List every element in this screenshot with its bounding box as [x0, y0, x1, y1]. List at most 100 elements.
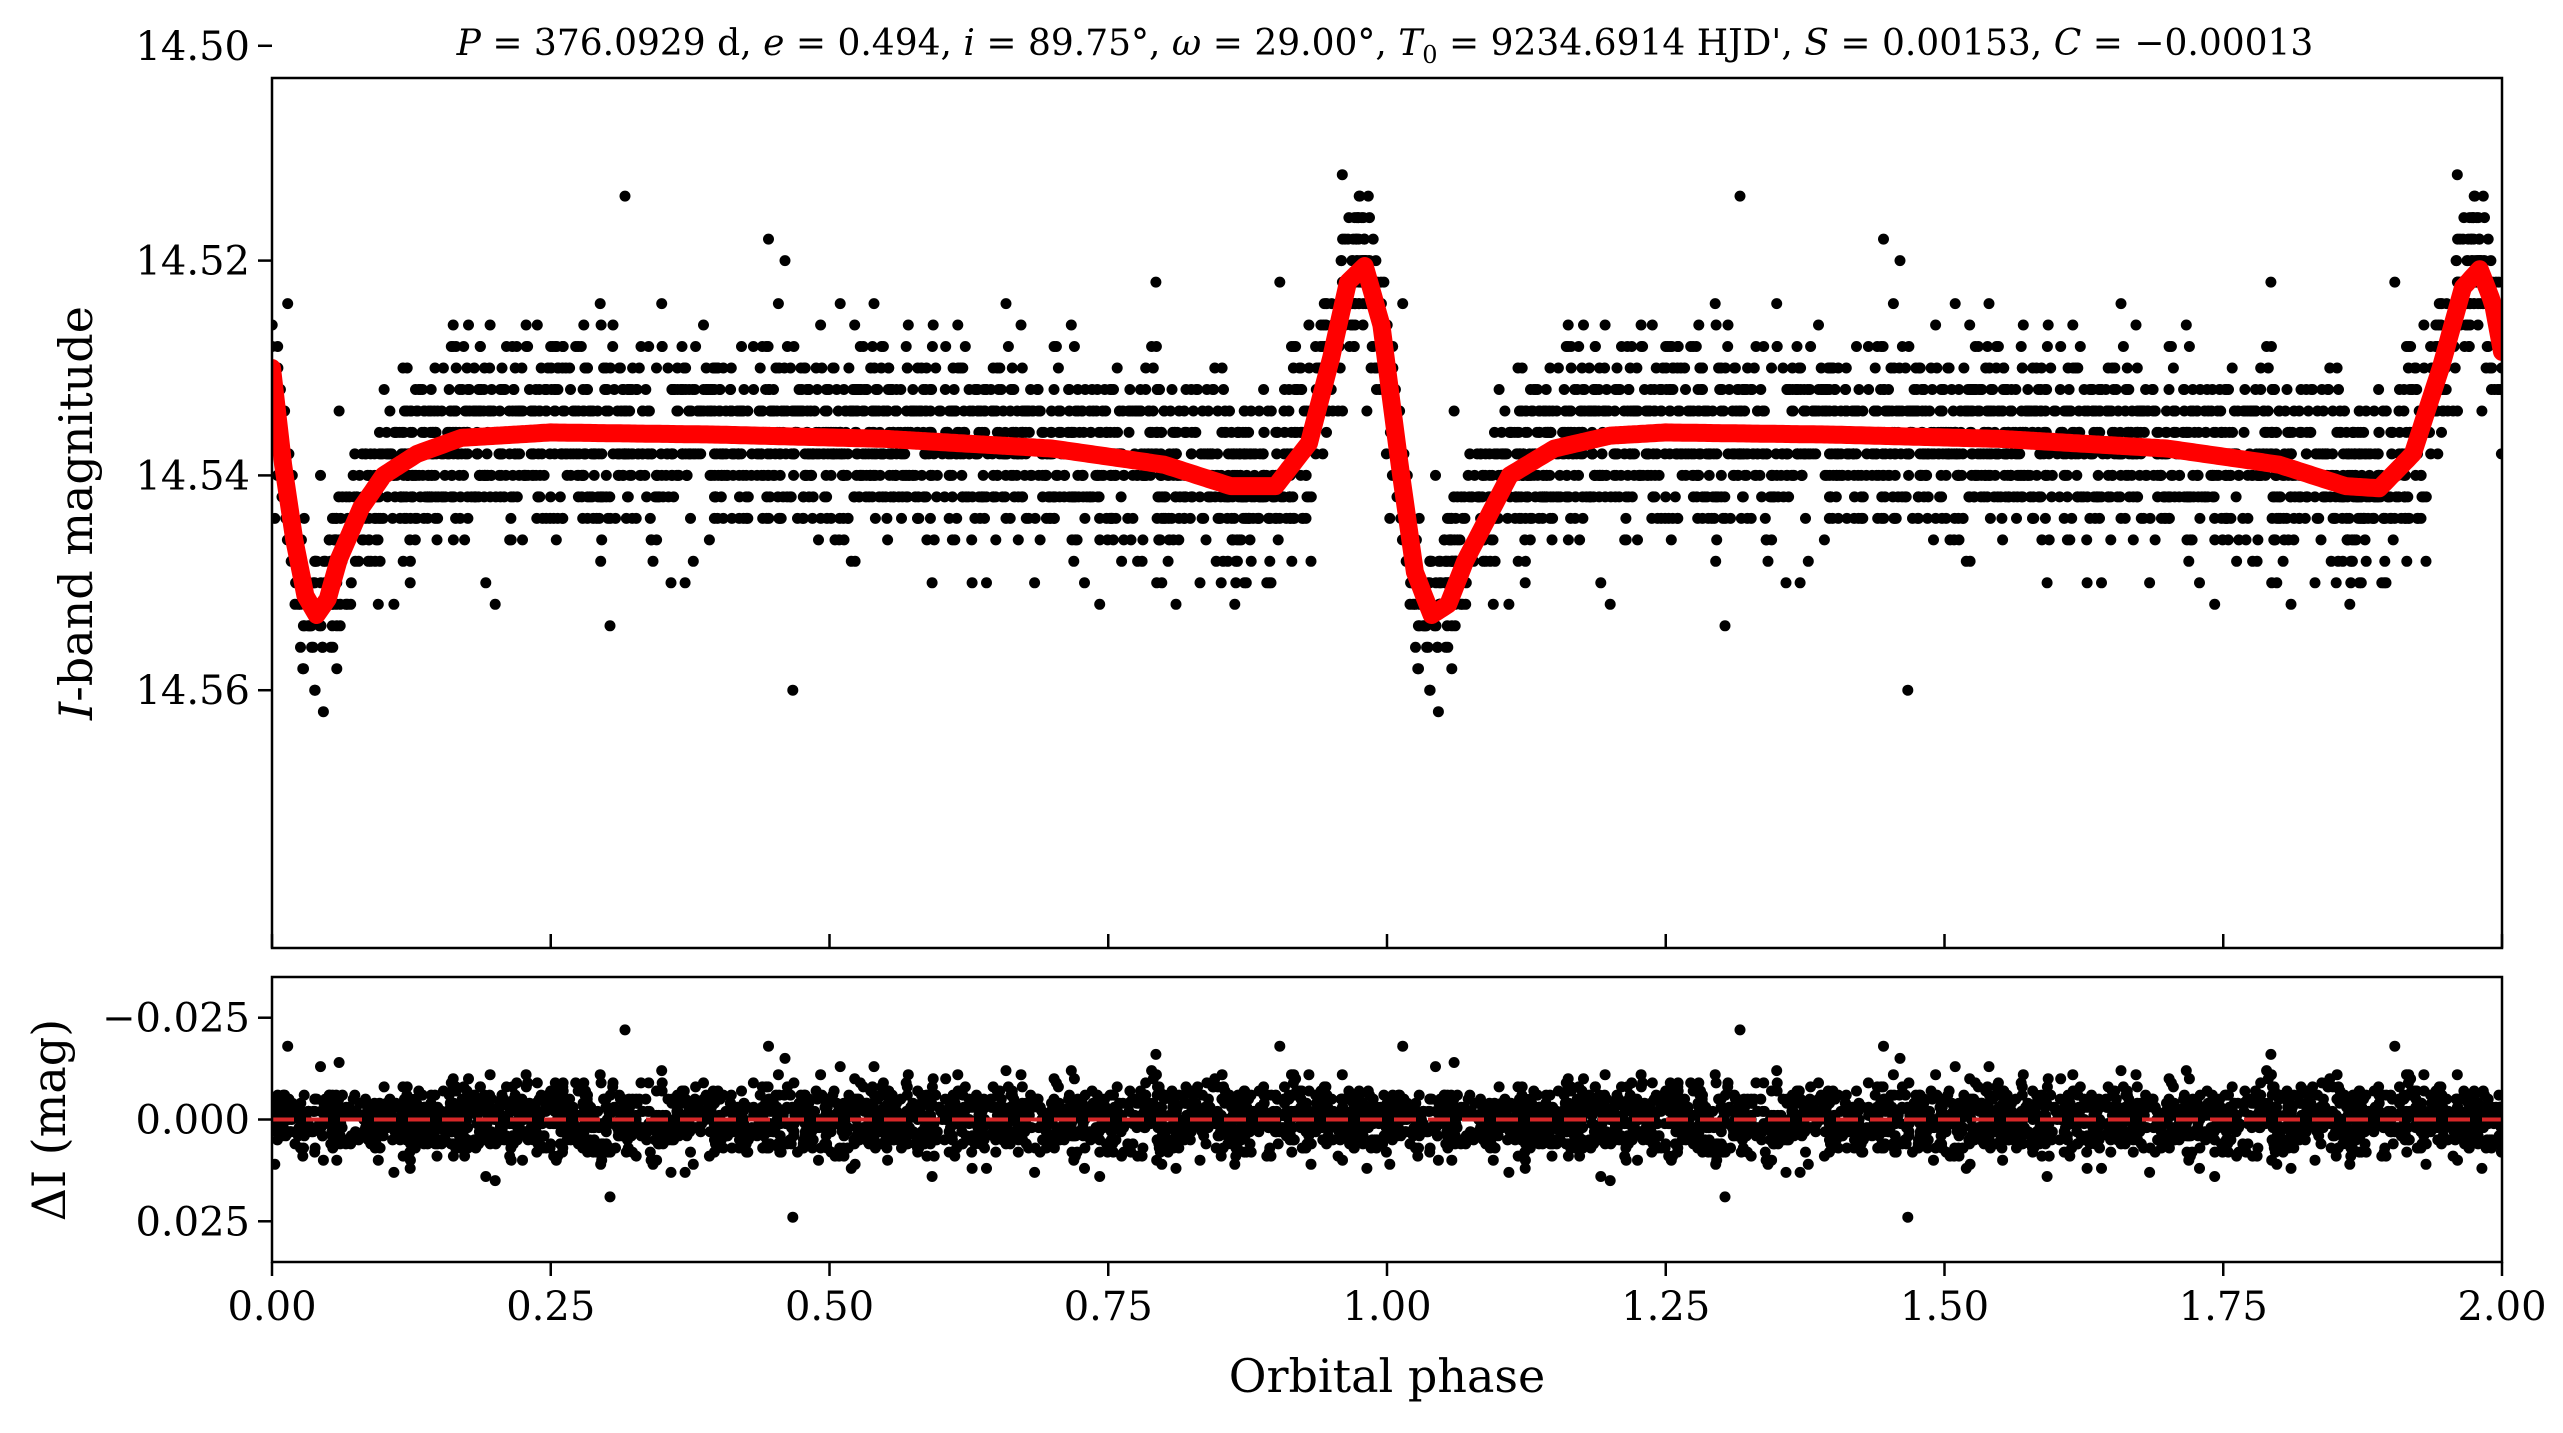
data-point: [1890, 448, 1901, 459]
data-point: [1397, 298, 1408, 309]
data-point: [1001, 298, 1012, 309]
data-point: [1538, 470, 1549, 481]
data-point: [1430, 577, 1441, 588]
data-point: [1135, 406, 1146, 417]
data-point: [2017, 363, 2028, 374]
data-point: [925, 470, 936, 481]
data-point: [1849, 513, 1860, 524]
data-point: [524, 384, 535, 395]
data-point: [1749, 363, 1760, 374]
data-point: [594, 513, 605, 524]
data-point: [879, 406, 890, 417]
data-point: [1122, 513, 1133, 524]
data-point: [1215, 513, 1226, 524]
data-point: [1584, 491, 1595, 502]
data-point: [1478, 556, 1489, 567]
data-point: [1680, 384, 1691, 395]
data-point: [896, 513, 907, 524]
data-point: [661, 448, 672, 459]
data-point: [1917, 448, 1928, 459]
data-point: [1716, 470, 1727, 481]
data-point: [1763, 556, 1774, 567]
data-point: [651, 470, 662, 481]
data-point: [1882, 406, 1893, 417]
data-point: [1688, 470, 1699, 481]
data-point: [596, 320, 607, 331]
data-point: [1286, 427, 1297, 438]
data-point: [1263, 406, 1274, 417]
data-point: [1677, 470, 1688, 481]
data-point: [1178, 491, 1189, 502]
data-point: [1273, 534, 1284, 545]
data-point: [792, 406, 803, 417]
data-point: [384, 406, 395, 417]
data-point: [780, 255, 791, 266]
data-point: [1930, 320, 1941, 331]
data-point: [1013, 534, 1024, 545]
data-point: [666, 577, 677, 588]
data-point: [2333, 384, 2344, 395]
data-point: [1761, 534, 1772, 545]
data-point: [921, 491, 932, 502]
data-point: [990, 534, 1001, 545]
data-point: [517, 534, 528, 545]
data-point: [1209, 363, 1220, 374]
data-point: [334, 406, 345, 417]
data-point: [1984, 298, 1995, 309]
data-point: [1094, 534, 1105, 545]
data-point: [2399, 384, 2410, 395]
data-point: [880, 491, 891, 502]
data-point: [1156, 513, 1167, 524]
data-point: [1666, 341, 1677, 352]
data-point: [1155, 534, 1166, 545]
data-point: [1616, 470, 1627, 481]
data-point: [648, 556, 659, 567]
data-point: [934, 406, 945, 417]
data-point: [2178, 384, 2189, 395]
data-point: [532, 320, 543, 331]
data-point: [1590, 341, 1601, 352]
data-point: [2265, 277, 2276, 288]
data-point: [1915, 363, 1926, 374]
data-point: [1616, 341, 1627, 352]
data-point: [2144, 577, 2155, 588]
data-point: [1642, 448, 1653, 459]
data-point: [2181, 320, 2192, 331]
data-point: [1246, 556, 1257, 567]
data-point: [1035, 534, 1046, 545]
data-point: [2363, 448, 2374, 459]
data-point: [1601, 470, 1612, 481]
data-point: [1053, 363, 1064, 374]
data-point: [1985, 513, 1996, 524]
data-point: [2344, 599, 2355, 610]
data-point: [2042, 577, 2053, 588]
data-point: [2132, 427, 2143, 438]
data-point: [1547, 534, 1558, 545]
data-point: [1054, 406, 1065, 417]
data-point: [651, 363, 662, 374]
data-point: [480, 577, 491, 588]
data-point: [601, 470, 612, 481]
data-point: [690, 448, 701, 459]
data-point: [2164, 384, 2175, 395]
data-point: [1520, 556, 1531, 567]
data-point: [786, 491, 797, 502]
data-point: [363, 556, 374, 567]
data-point: [1710, 556, 1721, 567]
data-point: [430, 513, 441, 524]
data-point: [1425, 685, 1436, 696]
data-point: [2227, 363, 2238, 374]
data-point: [843, 363, 854, 374]
data-point: [486, 470, 497, 481]
data-point: [2194, 513, 2205, 524]
data-point: [2018, 320, 2029, 331]
data-point: [1168, 534, 1179, 545]
data-point: [705, 406, 716, 417]
data-point: [446, 491, 457, 502]
data-point: [1871, 448, 1882, 459]
data-point: [1500, 448, 1511, 459]
data-point: [1566, 363, 1577, 374]
data-point: [1019, 406, 1030, 417]
data-point: [656, 298, 667, 309]
